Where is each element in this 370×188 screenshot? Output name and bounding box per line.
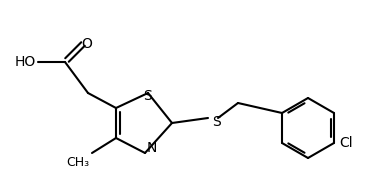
Text: N: N <box>147 141 157 155</box>
Text: CH₃: CH₃ <box>66 156 89 169</box>
Text: S: S <box>212 115 221 129</box>
Text: S: S <box>144 89 152 103</box>
Text: Cl: Cl <box>339 136 353 150</box>
Text: O: O <box>81 37 92 51</box>
Text: HO: HO <box>15 55 36 69</box>
